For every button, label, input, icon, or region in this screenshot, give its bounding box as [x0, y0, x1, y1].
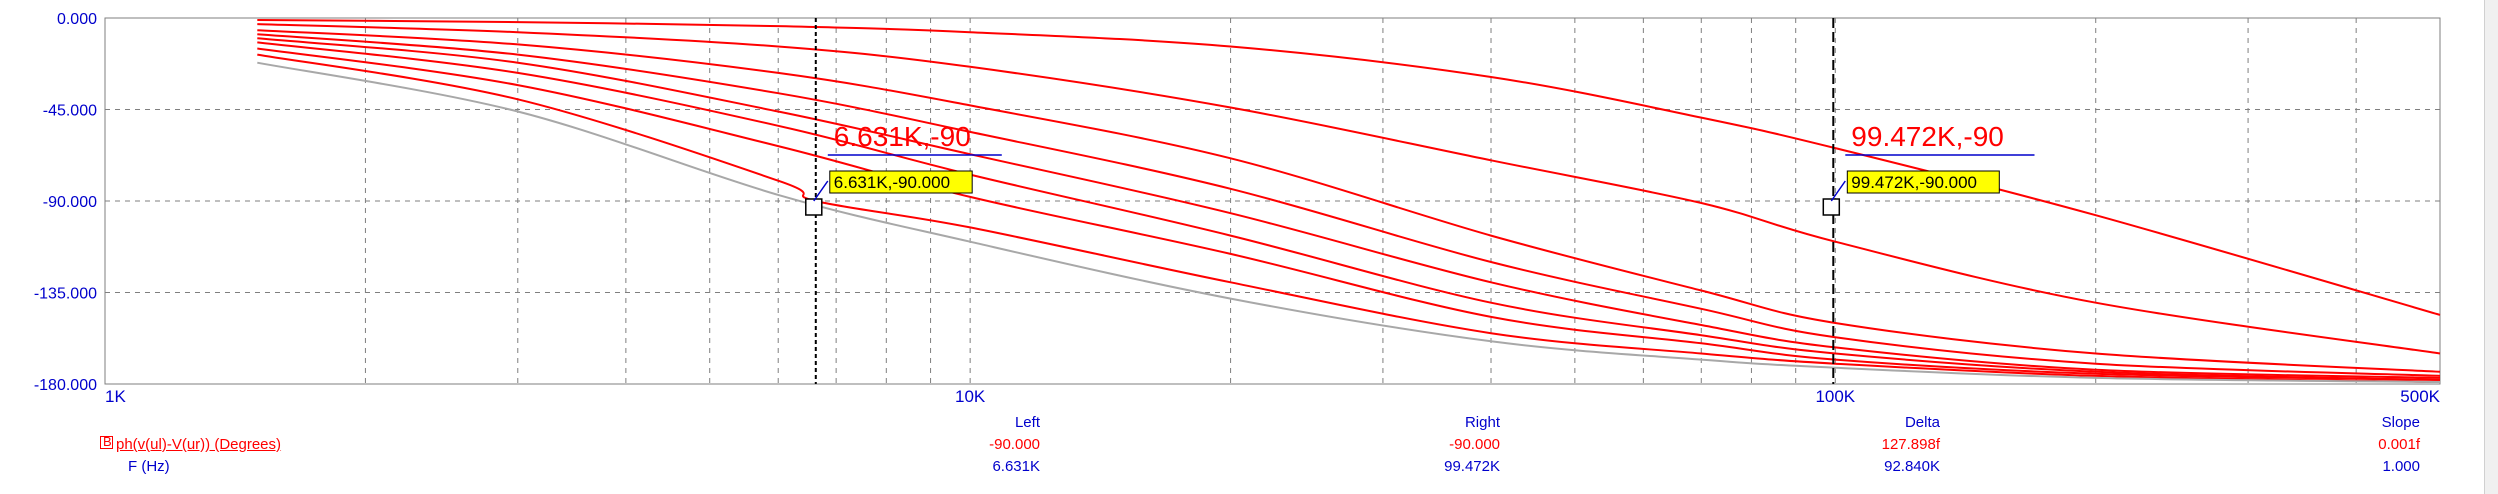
cursor-leader [1830, 180, 1846, 202]
x-tick-label: 500K [2400, 387, 2440, 406]
trace-curve [257, 53, 2441, 383]
y-axis-ticks: 0.000 -45.000 -90.000 -135.000 -180.000 [34, 11, 97, 394]
trace-curve [257, 23, 2441, 355]
x-left-value: 6.631K [992, 458, 1040, 475]
y-tick-label: -90.000 [43, 194, 97, 211]
y-tick-label: -135.000 [34, 286, 97, 303]
cursor-label: 6.631K,-90 [834, 121, 971, 152]
cursor-readout-panel: Left Right Delta Slope B ph(v(ul)-V(ur))… [0, 408, 2498, 494]
trace-marker-letter: B [103, 434, 112, 449]
trace-slope-value: 0.001f [2378, 436, 2420, 453]
vertical-scrollbar[interactable] [2484, 0, 2498, 494]
phase-plot: 0.000 -45.000 -90.000 -135.000 -180.000 1K 10… [34, 11, 2441, 406]
readout-header-delta: Delta [1904, 414, 1940, 431]
trace-curves [257, 19, 2441, 383]
readout-header-slope: Slope [2381, 414, 2420, 431]
x-axis-ticks: 1K 10K 100K 500K [105, 387, 2441, 406]
trace-curve [257, 61, 2441, 383]
cursor-marker [1822, 198, 1841, 216]
trace-curve [257, 19, 2441, 316]
cursor-tip-text: 99.472K,-90.000 [1851, 173, 1977, 192]
x-tick-label: 1K [105, 387, 126, 406]
trace-curve [257, 37, 2441, 379]
readout-header-left: Left [1014, 414, 1040, 431]
cursor-label: 99.472K,-90 [1851, 121, 2004, 152]
y-tick-label: -45.000 [43, 103, 97, 120]
cursor-tip-box [1846, 170, 2000, 194]
y-tick-label: 0.000 [57, 11, 97, 28]
trace-curve [257, 47, 2441, 381]
trace-curve [257, 29, 2441, 373]
x-right-value: 99.472K [1444, 458, 1500, 475]
x-tick-label: 100K [1815, 387, 1855, 406]
cursor-leader [813, 180, 829, 202]
trace-curve [257, 41, 2441, 381]
x-slope-value: 1.000 [2382, 458, 2420, 475]
x-axis-name: F (Hz) [128, 458, 170, 475]
trace-marker-box[interactable]: B [100, 434, 113, 449]
cursor-marker [805, 198, 823, 216]
plot-grid [104, 17, 2441, 385]
trace-delta-value: 127.898f [1881, 436, 1940, 453]
x-tick-label: 10K [955, 387, 986, 406]
trace-right-value: -90.000 [1449, 436, 1500, 453]
x-delta-value: 92.840K [1884, 458, 1940, 475]
trace-name-link[interactable]: ph(v(ul)-V(ur)) (Degrees) [116, 436, 282, 453]
readout-header-right: Right [1464, 414, 1500, 431]
y-tick-label: -180.000 [34, 377, 97, 394]
trace-curve [257, 33, 2441, 377]
cursor-tip-text: 6.631K,-90.000 [834, 173, 950, 192]
cursor-tip-box [829, 170, 973, 194]
cursor-annotations[interactable]: 6.631K,-90 6.631K,-90.000 99.472K,-90 99.47… [805, 18, 2035, 384]
trace-left-value: -90.000 [989, 436, 1040, 453]
